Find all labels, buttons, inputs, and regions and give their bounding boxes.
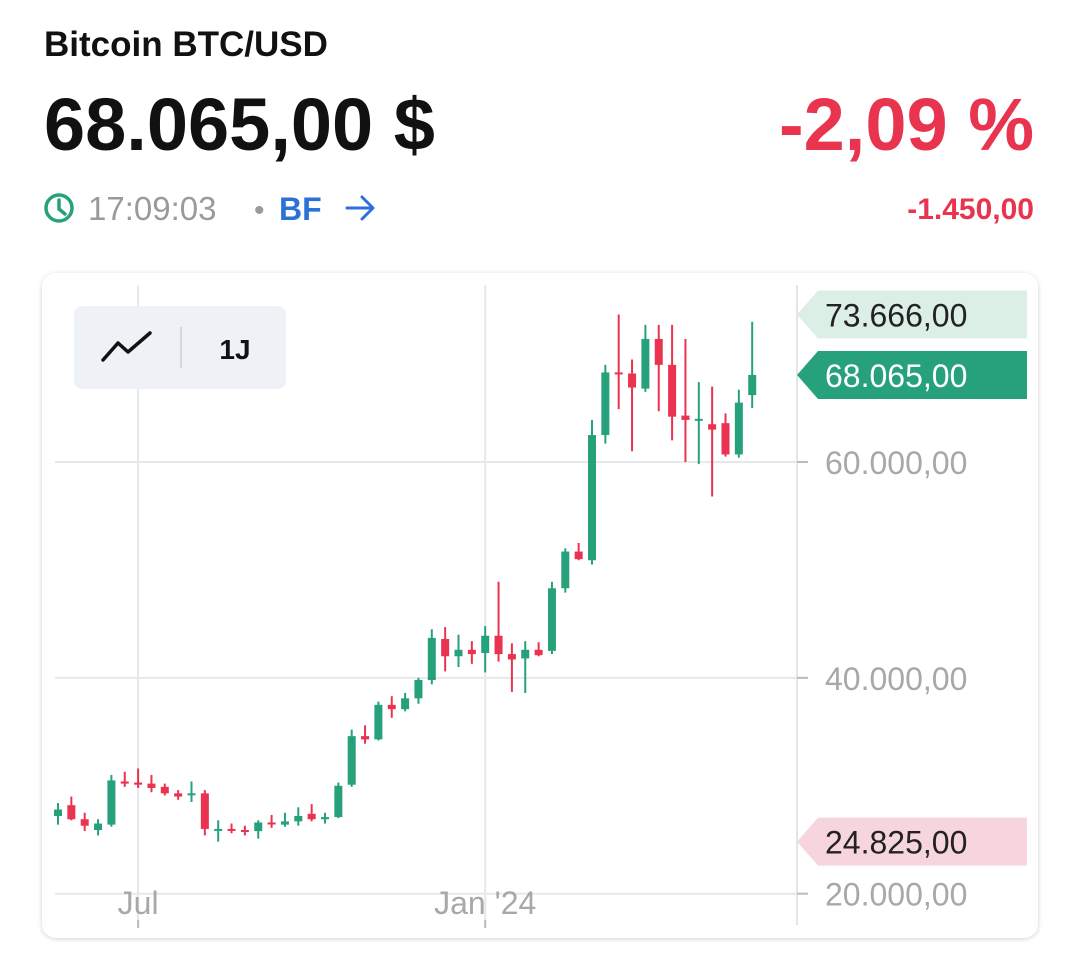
- candle-body: [294, 815, 303, 822]
- candle-body: [374, 704, 383, 740]
- x-tick-label: Jul: [118, 885, 159, 921]
- candle-body: [521, 649, 530, 659]
- high-tag-bg: [797, 290, 1027, 339]
- candle-body: [694, 418, 703, 421]
- candle-body: [441, 638, 450, 657]
- y-tick-label: 40.000,00: [825, 661, 967, 697]
- toolbar: 1J: [74, 306, 286, 389]
- x-tick-label: Jan '24: [434, 885, 536, 921]
- candle-body: [94, 823, 103, 831]
- candle-body: [134, 782, 143, 785]
- y-tick-label: 20.000,00: [825, 877, 967, 913]
- candle-body: [534, 649, 543, 656]
- candle-body: [574, 551, 583, 560]
- last-tag-bg: [797, 350, 1027, 399]
- y-tick-label: 60.000,00: [825, 445, 967, 481]
- candle-body: [427, 637, 436, 681]
- low-tag-label: 24.825,00: [825, 825, 967, 861]
- candle-body: [107, 780, 116, 825]
- candle-body: [307, 813, 316, 820]
- candle-body: [120, 781, 129, 784]
- candle-body: [467, 649, 476, 655]
- low-tag-bg: [797, 817, 1027, 866]
- candle-body: [614, 372, 623, 375]
- candle-body: [494, 635, 503, 655]
- line-chart-button[interactable]: [101, 331, 152, 362]
- candle-body: [347, 736, 356, 785]
- candle-body: [721, 423, 730, 455]
- candle-body: [321, 817, 329, 820]
- candle-body: [628, 373, 637, 388]
- source-link[interactable]: BF: [279, 191, 322, 227]
- candle-body: [227, 828, 236, 831]
- plot: 20.000,00 40.000,00 60.000,00 Jul Jan '24 73.…: [54, 285, 1027, 928]
- candle-body: [160, 786, 169, 794]
- candle-body: [334, 785, 343, 818]
- range-button[interactable]: 1J: [219, 334, 250, 365]
- candle-body: [414, 680, 423, 699]
- candle-body: [561, 551, 570, 589]
- clock-icon: [44, 193, 74, 223]
- candle-body: [588, 435, 596, 561]
- change-percent: -2,09 %: [779, 83, 1034, 166]
- last-tag-label: 68.065,00: [825, 358, 967, 394]
- candle-body: [254, 822, 263, 832]
- candle-body: [708, 424, 717, 430]
- candle-body: [280, 821, 289, 825]
- candle-body: [668, 364, 677, 417]
- high-tag-label: 73.666,00: [825, 298, 967, 334]
- candle-body: [267, 822, 276, 825]
- time: 17:09:03: [88, 190, 216, 227]
- candle-body: [240, 830, 249, 833]
- candle-body: [601, 372, 610, 436]
- title: Bitcoin BTC/USD: [44, 25, 328, 64]
- arrow-icon[interactable]: [345, 195, 375, 221]
- candle-body: [681, 415, 690, 420]
- candle-body: [54, 809, 62, 816]
- candle-body: [734, 402, 743, 455]
- candle-body: [214, 828, 223, 831]
- candle-body: [387, 704, 396, 710]
- candle-body: [547, 588, 556, 651]
- candle-body: [641, 338, 650, 389]
- candle-body: [748, 374, 757, 396]
- chart-card: [42, 273, 1038, 938]
- candle-body: [654, 338, 663, 365]
- separator: •: [254, 194, 265, 227]
- change-absolute: -1.450,00: [907, 193, 1034, 226]
- candle-body: [401, 698, 410, 710]
- candle-body: [200, 793, 209, 829]
- candle-body: [361, 736, 370, 740]
- candle-body: [174, 793, 183, 797]
- candle-body: [507, 654, 516, 660]
- candle-body: [481, 635, 490, 654]
- candle-body: [454, 649, 463, 657]
- candle-body: [147, 783, 156, 788]
- price: 68.065,00 $: [44, 83, 435, 166]
- candle-body: [187, 793, 196, 796]
- candle-body: [80, 819, 89, 826]
- candle-body: [67, 805, 76, 820]
